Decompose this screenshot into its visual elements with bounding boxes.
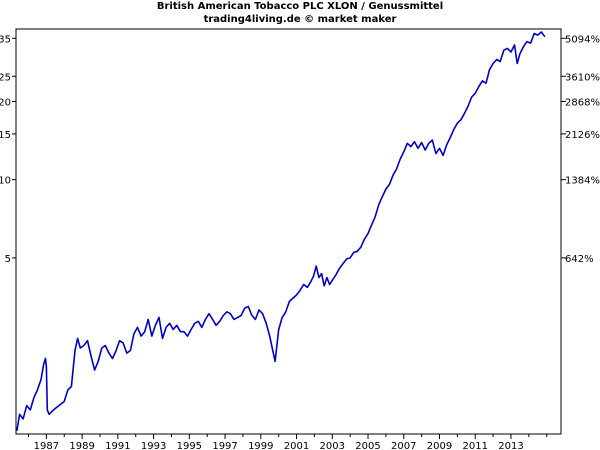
y-tick-label-left: 20 [0, 97, 11, 108]
y-tick-label-left: 25 [0, 72, 11, 83]
plot-frame [15, 28, 562, 435]
y-tick-label-right: 642% [565, 254, 594, 265]
x-tick-label: 1999 [248, 441, 273, 450]
chart-subtitle: trading4living.de © market maker [203, 14, 397, 25]
x-tick-label: 1991 [105, 441, 130, 450]
ticks: 1987 1989 1991 1993 1995 1997 1999 2001 2003 2005… [0, 34, 600, 450]
x-tick-label: 1997 [212, 441, 237, 450]
axes [15, 28, 562, 435]
y-tick-label-left: 35 [0, 34, 11, 45]
y-tick-label-right: 2868% [565, 97, 600, 108]
x-tick-label: 2005 [355, 441, 380, 450]
x-tick-label: 2003 [320, 441, 345, 450]
series-lines [16, 31, 546, 431]
x-tick-label: 2013 [498, 441, 523, 450]
y-tick-label-right: 1384% [565, 176, 600, 187]
x-tick-label: 2009 [427, 441, 452, 450]
y-tick-label-right: 3610% [565, 72, 600, 83]
x-tick-label: 2011 [463, 441, 488, 450]
y-tick-label-right: 5094% [565, 34, 600, 45]
series-line [16, 31, 546, 431]
x-tick-label: 1989 [69, 441, 94, 450]
chart-title: British American Tobacco PLC XLON / Genu… [156, 1, 444, 12]
x-tick-label: 1993 [141, 441, 166, 450]
y-tick-label-left: 5 [5, 254, 11, 265]
x-tick-label: 1995 [177, 441, 202, 450]
x-tick-label: 2007 [391, 441, 416, 450]
x-tick-label: 1987 [34, 441, 59, 450]
y-tick-label-left: 10 [0, 176, 11, 187]
x-tick-label: 2001 [284, 441, 309, 450]
y-tick-label-left: 15 [0, 130, 11, 141]
y-tick-label-right: 2126% [565, 130, 600, 141]
